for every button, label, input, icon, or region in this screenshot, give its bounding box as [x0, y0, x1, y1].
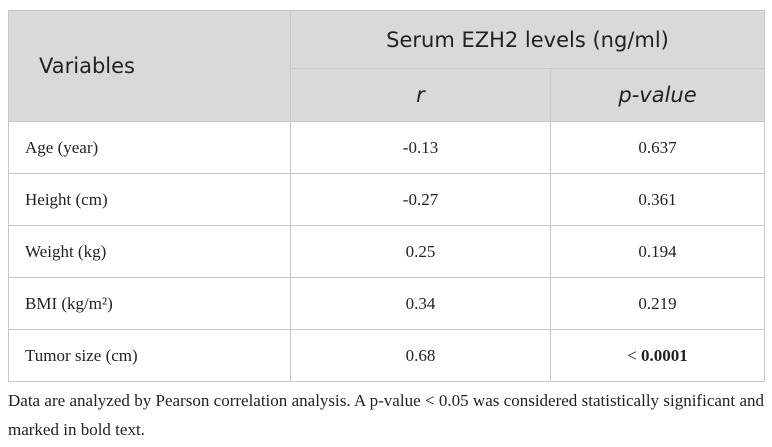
- table-cell: BMI (kg/m²): [8, 277, 291, 330]
- table-cell: 0.194: [549, 225, 766, 278]
- table-cell: Height (cm): [8, 173, 291, 226]
- table-cell: 0.637: [549, 121, 766, 174]
- table-row: Height (cm) -0.27 0.361: [8, 173, 766, 226]
- table-row: BMI (kg/m²) 0.34 0.219: [8, 277, 766, 330]
- table-cell: Age (year): [8, 121, 291, 174]
- table-cell: 0.34: [290, 277, 551, 330]
- table-cell: 0.68: [290, 329, 551, 382]
- table-cell: -0.13: [290, 121, 551, 174]
- table-cell: 0.25: [290, 225, 551, 278]
- table-row: Age (year) -0.13 0.637: [8, 121, 766, 174]
- table-cell: Tumor size (cm): [8, 329, 291, 382]
- table-cell: 0.219: [549, 277, 766, 330]
- table-cell: < 0.0001: [549, 329, 766, 382]
- cell-prefix: <: [627, 345, 637, 365]
- header-cell: r: [290, 68, 551, 122]
- table-body: Age (year) -0.13 0.637 Height (cm) -0.27 0.36…: [8, 121, 766, 382]
- table-row: Tumor size (cm) 0.68 < 0.0001: [8, 329, 766, 382]
- header-cell: Serum EZH2 levels (ng/ml): [289, 10, 766, 69]
- table-cell: Weight (kg): [8, 225, 291, 278]
- header-cell: Variables: [8, 10, 291, 122]
- data-table: Variables Serum EZH2 levels (ng/ml) r p-…: [8, 10, 766, 382]
- table-cell: 0.361: [549, 173, 766, 226]
- header-cell: p-value: [549, 68, 766, 122]
- footnote: Data are analyzed by Pearson correlation…: [8, 391, 764, 439]
- cell-value: 0.0001: [641, 345, 688, 365]
- table-cell: -0.27: [290, 173, 551, 226]
- table-row: Weight (kg) 0.25 0.194: [8, 225, 766, 278]
